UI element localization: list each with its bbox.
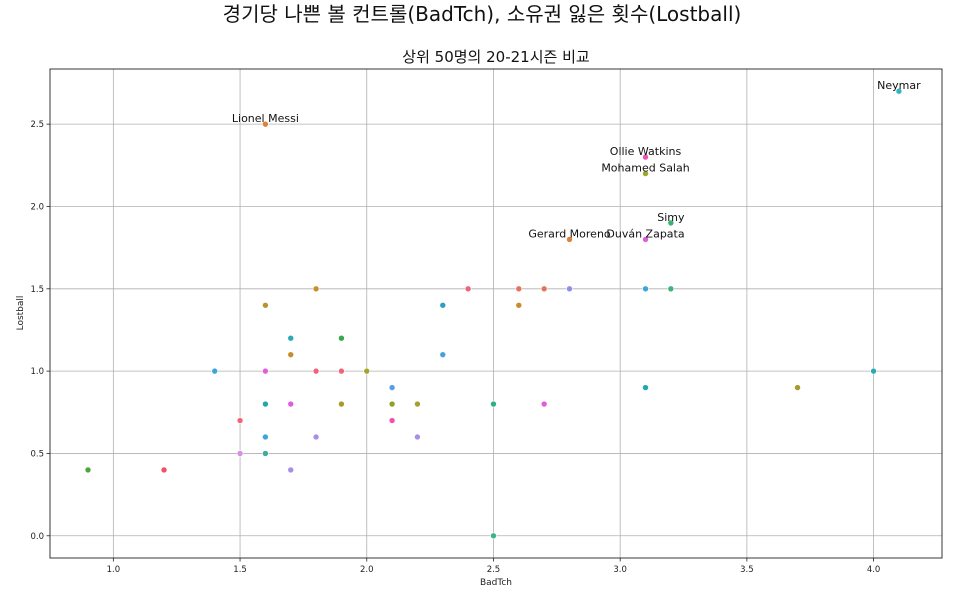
scatter-point <box>642 285 649 293</box>
y-axis-label: Lostball <box>16 296 26 331</box>
x-tick-label: 4.0 <box>867 565 881 575</box>
scatter-point <box>566 285 573 293</box>
scatter-point <box>515 301 523 309</box>
scatter-point <box>287 334 295 342</box>
scatter-point <box>540 285 548 293</box>
scatter-point <box>312 433 320 441</box>
scatter-point <box>236 450 244 457</box>
scatter-point <box>566 236 573 243</box>
scatter-point <box>794 384 801 391</box>
y-axis-ticks: 0.0 0.5 1.0 1.5 2.0 2.5 <box>30 120 50 542</box>
scatter-point <box>490 400 497 408</box>
x-tick-label: 3.0 <box>613 565 627 575</box>
scatter-point <box>642 153 649 161</box>
x-tick-label: 1.0 <box>107 565 121 575</box>
scatter-point <box>287 466 295 474</box>
x-tick-label: 2.5 <box>487 565 501 575</box>
plot-frame <box>49 68 943 559</box>
x-tick-label: 2.0 <box>360 565 374 575</box>
scatter-point <box>338 400 345 408</box>
scatter-point <box>642 170 649 177</box>
scatter-point <box>312 285 320 293</box>
scatter-point <box>262 450 269 457</box>
chart-suptitle: 경기당 나쁜 볼 컨트롤(BadTch), 소유권 잃은 횟수(Lostball… <box>223 2 742 26</box>
scatter-point <box>160 466 168 474</box>
scatter-point <box>642 236 649 243</box>
point-annotation: Neymar <box>877 79 921 92</box>
y-tick-label: 1.5 <box>30 285 44 295</box>
scatter-point <box>262 120 269 128</box>
scatter-point <box>211 367 219 375</box>
scatter-point <box>870 367 877 375</box>
scatter-point <box>236 417 244 424</box>
point-annotation: Ollie Watkins <box>610 145 682 158</box>
scatter-point <box>464 285 472 293</box>
scatter-point <box>388 400 396 408</box>
point-annotation: Gerard Moreno <box>528 227 611 240</box>
scatter-point <box>262 433 269 441</box>
scatter-point <box>262 301 269 309</box>
scatter-point <box>338 367 345 375</box>
x-tick-label: 1.5 <box>233 565 247 575</box>
grid-lines <box>50 69 942 558</box>
scatter-point <box>262 367 269 375</box>
scatter-point <box>262 400 269 408</box>
scatter-point <box>287 400 295 408</box>
scatter-point <box>642 384 649 391</box>
scatter-point <box>363 367 371 375</box>
point-annotation: Lionel Messi <box>232 112 299 125</box>
scatter-point <box>338 334 345 342</box>
scatter-point <box>540 400 548 408</box>
scatter-point <box>388 384 396 391</box>
scatter-point <box>414 400 421 408</box>
scatter-point <box>312 367 320 375</box>
scatter-point <box>667 219 675 227</box>
scatter-point <box>287 351 295 358</box>
y-tick-label: 0.0 <box>30 532 44 542</box>
scatter-point <box>439 351 447 358</box>
point-annotation: Duván Zapata <box>606 227 684 240</box>
point-annotation: Simy <box>657 211 685 224</box>
data-points <box>84 87 903 540</box>
scatter-point <box>895 87 903 95</box>
scatter-point <box>414 433 421 441</box>
x-axis-label: BadTch <box>480 578 512 588</box>
chart-title: 상위 50명의 20-21시즌 비교 <box>402 48 589 66</box>
scatter-point <box>439 301 447 309</box>
y-tick-label: 2.0 <box>30 202 44 212</box>
x-tick-label: 3.5 <box>740 565 754 575</box>
x-axis-ticks: 1.0 1.5 2.0 2.5 3.0 3.5 4.0 <box>107 558 881 575</box>
point-annotations: Neymar Lionel Messi Ollie Watkins Mohamed S… <box>232 79 921 240</box>
scatter-point <box>84 466 92 474</box>
y-tick-label: 2.5 <box>30 120 44 130</box>
scatter-point <box>515 285 523 293</box>
scatter-point <box>388 417 396 424</box>
scatter-point <box>490 532 497 540</box>
scatter-point <box>667 285 675 293</box>
point-annotation: Mohamed Salah <box>601 162 689 175</box>
y-tick-label: 1.0 <box>30 367 44 377</box>
y-tick-label: 0.5 <box>30 449 44 459</box>
